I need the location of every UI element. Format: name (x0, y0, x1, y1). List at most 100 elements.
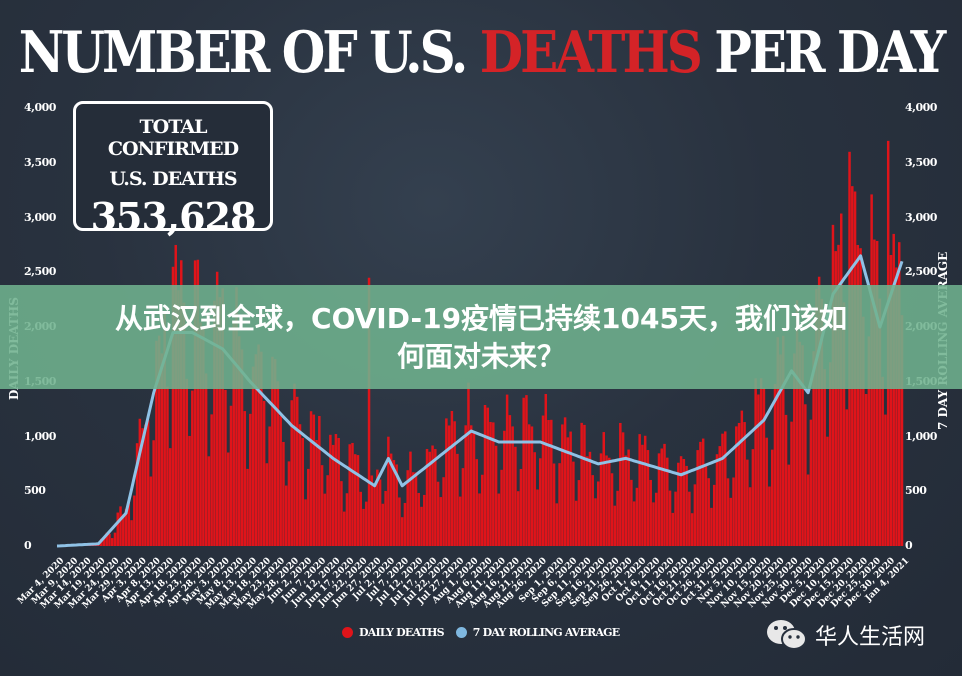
daily-deaths-bar (226, 452, 230, 546)
daily-deaths-bar (122, 514, 125, 546)
daily-deaths-bar (398, 497, 401, 546)
daily-deaths-bars (58, 140, 904, 547)
daily-deaths-bar (439, 497, 443, 546)
daily-deaths-bar (624, 455, 628, 546)
daily-deaths-bar (845, 409, 849, 546)
daily-deaths-bar (712, 484, 716, 546)
daily-deaths-bar (108, 533, 111, 546)
daily-deaths-bar (666, 457, 669, 546)
daily-deaths-bar (356, 455, 360, 546)
y-tick-l: 2,500 (24, 265, 56, 279)
daily-deaths-bar (721, 433, 724, 546)
headline-line2: 何面对未来？ (396, 340, 565, 373)
total-box-line2: U.S. DEATHS (109, 168, 237, 190)
daily-deaths-bar (815, 288, 818, 546)
daily-deaths-bar (177, 290, 180, 546)
daily-deaths-bar (842, 302, 846, 546)
daily-deaths-bar (798, 341, 802, 546)
daily-deaths-bar (146, 420, 150, 546)
daily-deaths-bar (809, 419, 813, 546)
daily-deaths-bar (376, 469, 379, 546)
daily-deaths-bar (884, 414, 887, 546)
daily-deaths-bar (519, 468, 523, 546)
daily-deaths-bar (254, 354, 258, 546)
daily-deaths-bar (759, 378, 763, 546)
daily-deaths-bar (312, 414, 316, 546)
daily-deaths-bar (221, 288, 224, 546)
daily-deaths-bar (514, 446, 517, 546)
daily-deaths-bar (511, 426, 514, 546)
daily-deaths-bar (144, 424, 147, 546)
daily-deaths-bar (127, 502, 131, 546)
daily-deaths-bar (260, 351, 263, 546)
daily-deaths-bar (613, 505, 617, 546)
daily-deaths-bar (552, 463, 556, 546)
daily-deaths-bar (605, 455, 608, 546)
daily-deaths-bar (218, 297, 222, 546)
daily-deaths-bar (873, 239, 876, 546)
total-deaths-box: TOTAL CONFIRMED U.S. DEATHS 353,628 (73, 101, 273, 239)
daily-deaths-bar (157, 335, 161, 546)
daily-deaths-bar (210, 414, 213, 546)
daily-deaths-bar (152, 440, 155, 546)
daily-deaths-bar (436, 481, 440, 546)
daily-deaths-bar (207, 456, 211, 546)
daily-deaths-bar (489, 421, 492, 546)
daily-deaths-bar (188, 435, 191, 546)
daily-deaths-bar (235, 287, 238, 546)
daily-deaths-bar (370, 475, 374, 546)
rolling-average-legend-dot-icon (455, 627, 467, 638)
daily-deaths-bar (674, 491, 677, 546)
daily-deaths-bar (481, 474, 484, 546)
daily-deaths-bar (102, 537, 106, 546)
daily-deaths-bar (149, 476, 153, 546)
daily-deaths-bar (652, 502, 655, 546)
daily-deaths-bar (276, 381, 280, 546)
daily-deaths-bar (309, 411, 313, 546)
daily-deaths-bar (353, 454, 357, 546)
daily-deaths-bar (467, 382, 470, 546)
wechat-icon (767, 620, 807, 650)
daily-deaths-bar (770, 449, 774, 546)
daily-deaths-bar (246, 468, 249, 546)
daily-deaths-bar (166, 386, 169, 546)
daily-deaths-bar (856, 244, 860, 546)
daily-deaths-bar (710, 507, 713, 546)
daily-deaths-bar (315, 440, 318, 546)
y-tick-l: 500 (24, 484, 46, 498)
daily-deaths-bar (812, 351, 815, 546)
daily-deaths-bar (740, 410, 744, 546)
daily-deaths-bar (585, 456, 589, 546)
daily-deaths-bar (409, 451, 412, 546)
daily-deaths-bar (718, 446, 721, 546)
daily-deaths-bar (826, 436, 829, 546)
daily-deaths-bar (806, 474, 810, 546)
daily-deaths-bar (326, 475, 329, 546)
daily-deaths-bar (500, 469, 503, 546)
daily-deaths-bar (646, 450, 650, 546)
daily-deaths-bar (232, 320, 235, 546)
title-highlight: DEATHS (479, 18, 703, 86)
daily-deaths-bar (307, 468, 310, 546)
daily-deaths-bar (284, 485, 288, 546)
daily-deaths-bar (453, 421, 456, 546)
daily-deaths-bar (423, 494, 426, 546)
watermark: 华人生活网 (765, 618, 925, 652)
daily-deaths-bar (657, 453, 661, 546)
daily-deaths-bar (773, 383, 777, 546)
daily-deaths-bar (547, 420, 550, 546)
daily-deaths-bar (271, 356, 274, 546)
daily-deaths-bar (837, 244, 840, 547)
daily-deaths-bar (663, 443, 666, 546)
daily-deaths-bar (182, 302, 186, 546)
daily-deaths-bar (566, 437, 570, 546)
daily-deaths-bar (381, 503, 385, 546)
daily-deaths-bar (801, 345, 804, 546)
daily-deaths-bar (757, 394, 760, 546)
daily-deaths-bar (707, 478, 710, 546)
daily-deaths-bar (875, 240, 879, 546)
daily-deaths-bar (762, 388, 766, 546)
daily-deaths-bar (492, 422, 495, 546)
daily-deaths-bar (878, 298, 882, 546)
daily-deaths-bar (392, 460, 396, 546)
